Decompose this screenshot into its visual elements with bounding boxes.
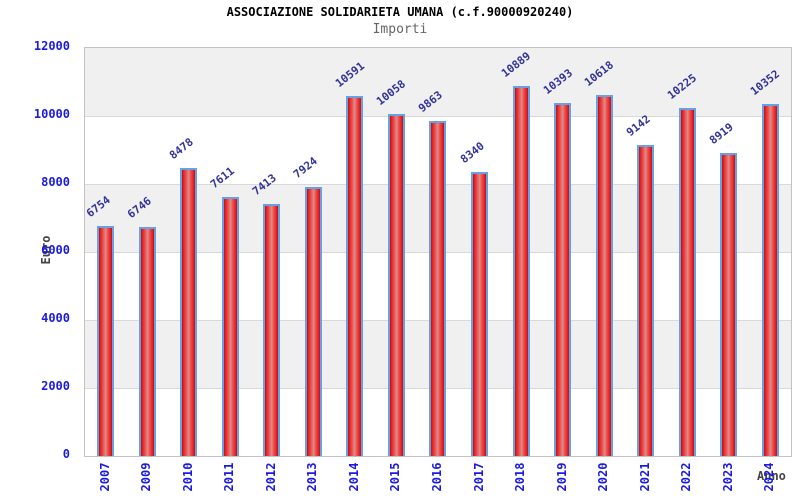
x-tick-label: 2018 [513, 462, 528, 492]
plot-band [85, 48, 791, 116]
plot-area: 6754 6746 8478 7611 7413 7924 10591 10058 9863 83… [84, 47, 792, 457]
bar-column: 10058 [374, 48, 418, 456]
bar [221, 197, 239, 456]
bar [180, 168, 198, 456]
bar [761, 104, 779, 456]
bar-value-label: 8340 [457, 139, 487, 166]
bar-value-label: 9142 [623, 112, 653, 139]
y-tick-label: 0 [62, 447, 70, 461]
bar [471, 172, 488, 456]
bar [263, 204, 281, 456]
bar [346, 96, 364, 456]
bar-column: 10591 [332, 48, 376, 456]
bar-value-label: 7413 [249, 171, 279, 198]
bar-value-label: 10889 [499, 49, 534, 80]
x-tick-label: 2011 [222, 462, 237, 492]
bar-value-label: 10591 [332, 59, 368, 90]
bar-column: 6746 [125, 48, 169, 456]
bar-column: 6754 [83, 48, 127, 456]
x-tick-label: 2020 [596, 462, 611, 492]
bar-value-label: 6746 [125, 194, 155, 221]
bar-value-label: 7924 [291, 154, 321, 181]
bar [637, 145, 655, 456]
bar-value-label: 10058 [374, 77, 409, 108]
x-tick-label: 2014 [346, 462, 361, 492]
bar [554, 103, 572, 456]
bar-value-label: 10225 [665, 71, 700, 102]
bar-value-label: 10352 [748, 67, 783, 98]
bar-column: 10352 [748, 48, 791, 456]
y-tick-label: 8000 [41, 175, 70, 189]
bar [678, 108, 696, 456]
bar [429, 121, 447, 456]
bar [387, 114, 405, 456]
x-tick-label: 2023 [720, 462, 735, 492]
bar-column: 8478 [166, 48, 210, 456]
y-tick-label: 10000 [33, 107, 70, 121]
x-tick-label: 2021 [637, 462, 652, 492]
x-tick-label: 2017 [471, 462, 486, 492]
x-tick-label: 2022 [679, 462, 694, 492]
y-tick-label: 4000 [41, 311, 70, 325]
bar-value-label: 6754 [83, 193, 113, 220]
bar [304, 187, 322, 456]
bar-value-label: 10618 [582, 58, 617, 89]
x-tick-label: 2016 [430, 462, 444, 492]
y-tick-label: 12000 [33, 39, 70, 53]
chart-title: ASSOCIAZIONE SOLIDARIETA UMANA (c.f.9000… [226, 5, 574, 19]
bar-value-label: 8919 [706, 120, 736, 147]
bar-column: 7924 [291, 48, 335, 456]
chart-subtitle: Importi [372, 22, 428, 37]
x-tick-label: 2007 [97, 462, 112, 492]
bar [97, 226, 115, 456]
bar-column: 8340 [457, 48, 501, 456]
bar-column: 10393 [540, 48, 584, 456]
gridline [85, 116, 791, 117]
bar-column: 7413 [249, 48, 293, 456]
x-tick-label: 2013 [305, 462, 320, 492]
bar-column: 10225 [665, 48, 708, 456]
bar [512, 86, 530, 456]
x-tick-label: 2015 [388, 462, 403, 492]
bar-value-label: 7611 [208, 164, 238, 191]
bar-column: 10889 [499, 48, 542, 456]
y-tick-label: 6000 [41, 243, 70, 257]
x-tick-label: 2024 [762, 462, 777, 492]
bar [595, 95, 613, 456]
bar [720, 153, 738, 456]
bar-value-label: 8478 [166, 135, 196, 162]
bar [138, 227, 156, 456]
bar-column: 10618 [582, 48, 625, 456]
bar-column: 9863 [415, 48, 459, 456]
x-tick-label: 2012 [263, 462, 278, 492]
y-tick-label: 2000 [41, 379, 70, 393]
bar-column: 8919 [706, 48, 750, 456]
bar-column: 7611 [208, 48, 252, 456]
x-tick-label: 2010 [180, 462, 195, 492]
bar-column: 9142 [623, 48, 667, 456]
x-tick-label: 2019 [554, 462, 569, 492]
x-tick-label: 2009 [139, 462, 154, 492]
bar-value-label: 10393 [540, 66, 575, 97]
x-axis-title: Anno [757, 469, 786, 483]
bar-value-label: 9863 [415, 88, 445, 115]
